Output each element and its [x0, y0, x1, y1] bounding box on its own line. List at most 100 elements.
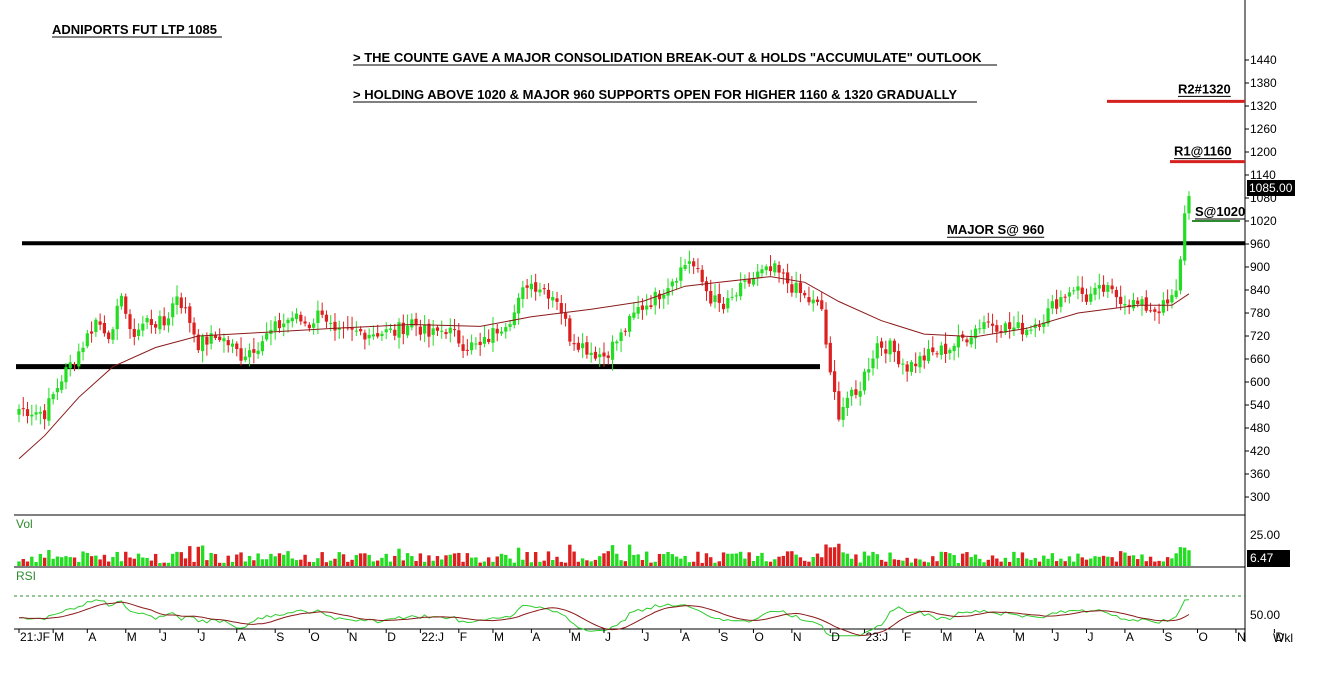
- volume-bars: [17, 543, 1191, 566]
- volume-bar: [243, 561, 248, 566]
- candle-body: [1101, 284, 1106, 292]
- volume-bar: [256, 553, 260, 566]
- volume-bar: [482, 561, 487, 566]
- candle-body: [687, 261, 691, 264]
- time-tick-label: M: [1015, 630, 1025, 644]
- candle-body: [171, 303, 175, 318]
- candle-body: [905, 364, 909, 372]
- volume-bar: [969, 557, 973, 566]
- candle-body: [312, 323, 316, 328]
- candle-body: [354, 330, 358, 332]
- volume-bar: [555, 556, 559, 566]
- volume-bar: [457, 552, 461, 566]
- candle-body: [427, 323, 431, 337]
- time-tick-label: J: [1053, 630, 1059, 644]
- candle-body: [589, 352, 593, 355]
- volume-bar: [884, 561, 888, 566]
- candle-body: [1157, 311, 1161, 314]
- chart-title: ADNIPORTS FUT LTP 1085: [52, 22, 217, 37]
- candle-body: [901, 363, 905, 365]
- candle-body: [653, 291, 657, 306]
- candle-body: [465, 349, 469, 351]
- volume-bar: [1020, 552, 1025, 566]
- candle-body: [1140, 299, 1144, 306]
- candle-body: [247, 350, 252, 358]
- volume-bar: [811, 557, 815, 566]
- volume-bar: [606, 551, 610, 566]
- candle-body: [696, 268, 700, 270]
- candle-body: [521, 287, 525, 299]
- volume-bar: [602, 553, 606, 566]
- volume-bar: [632, 554, 636, 566]
- volume-bar: [303, 554, 307, 566]
- candle-body: [89, 331, 94, 334]
- candle-body: [700, 269, 704, 282]
- volume-bar: [1148, 556, 1153, 566]
- volume-bar: [832, 547, 837, 566]
- volume-bar: [691, 561, 696, 566]
- candle-body: [516, 297, 521, 314]
- volume-bar: [1003, 557, 1008, 566]
- candle-body: [286, 319, 290, 324]
- volume-bar: [657, 553, 662, 566]
- volume-bar: [854, 554, 858, 566]
- volume-bar: [538, 561, 542, 566]
- candle-body: [435, 327, 440, 331]
- candle-body: [1093, 287, 1097, 295]
- rsi-axis-tick: 50.00: [1250, 608, 1280, 622]
- candle-body: [478, 341, 482, 346]
- volume-bar: [504, 554, 508, 566]
- volume-bar: [1025, 558, 1029, 566]
- volume-bar: [896, 559, 901, 566]
- volume-bar: [217, 562, 222, 566]
- level-label: MAJOR S@ 960: [947, 222, 1044, 237]
- volume-bar: [576, 561, 581, 566]
- volume-bar: [807, 561, 811, 566]
- candle-body: [252, 349, 256, 353]
- candle-body: [1136, 300, 1140, 304]
- rsi-panel-label: RSI: [16, 569, 36, 583]
- volume-bar: [94, 555, 98, 566]
- volume-bar: [111, 557, 115, 566]
- volume-axis-tick: 25.00: [1250, 528, 1280, 542]
- price-axis-ticks: 300 360 420 480 540 600 660 720 780 840 900 960 1020…: [1245, 53, 1277, 504]
- volume-bar: [914, 558, 918, 566]
- volume-bar: [713, 562, 717, 566]
- candle-body: [815, 299, 820, 302]
- volume-bar: [1144, 561, 1148, 566]
- volume-bar: [1110, 557, 1114, 566]
- candle-body: [405, 325, 410, 336]
- candle-body: [559, 303, 563, 314]
- candle-body: [440, 330, 444, 332]
- volume-bar: [794, 554, 798, 566]
- candle-body: [751, 278, 756, 285]
- volume-bar: [751, 560, 756, 566]
- candle-body: [239, 348, 243, 361]
- candle-body: [43, 410, 47, 420]
- candle-body: [222, 338, 226, 342]
- time-tick-label: D: [1275, 630, 1284, 644]
- volume-bar: [512, 562, 517, 566]
- candle-body: [610, 341, 615, 360]
- volume-bar: [277, 553, 282, 566]
- volume-bar: [388, 561, 393, 566]
- volume-bar: [828, 547, 832, 566]
- volume-bar: [1042, 555, 1046, 566]
- volume-bar: [235, 554, 239, 566]
- volume-bar: [1050, 553, 1055, 566]
- volume-bar: [563, 562, 568, 566]
- volume-bar: [38, 553, 43, 566]
- volume-bar: [1012, 551, 1016, 566]
- candle-body: [324, 314, 329, 322]
- volume-bar: [679, 558, 683, 566]
- volume-bar: [717, 561, 721, 566]
- volume-bar: [149, 560, 154, 566]
- volume-bar: [1093, 556, 1097, 566]
- volume-bar: [918, 559, 922, 566]
- time-tick-label: A: [682, 630, 690, 644]
- volume-bar: [414, 560, 418, 566]
- volume-bar: [354, 555, 359, 566]
- candle-body: [884, 349, 888, 354]
- volume-bar: [205, 560, 209, 566]
- volume-bar: [627, 544, 632, 566]
